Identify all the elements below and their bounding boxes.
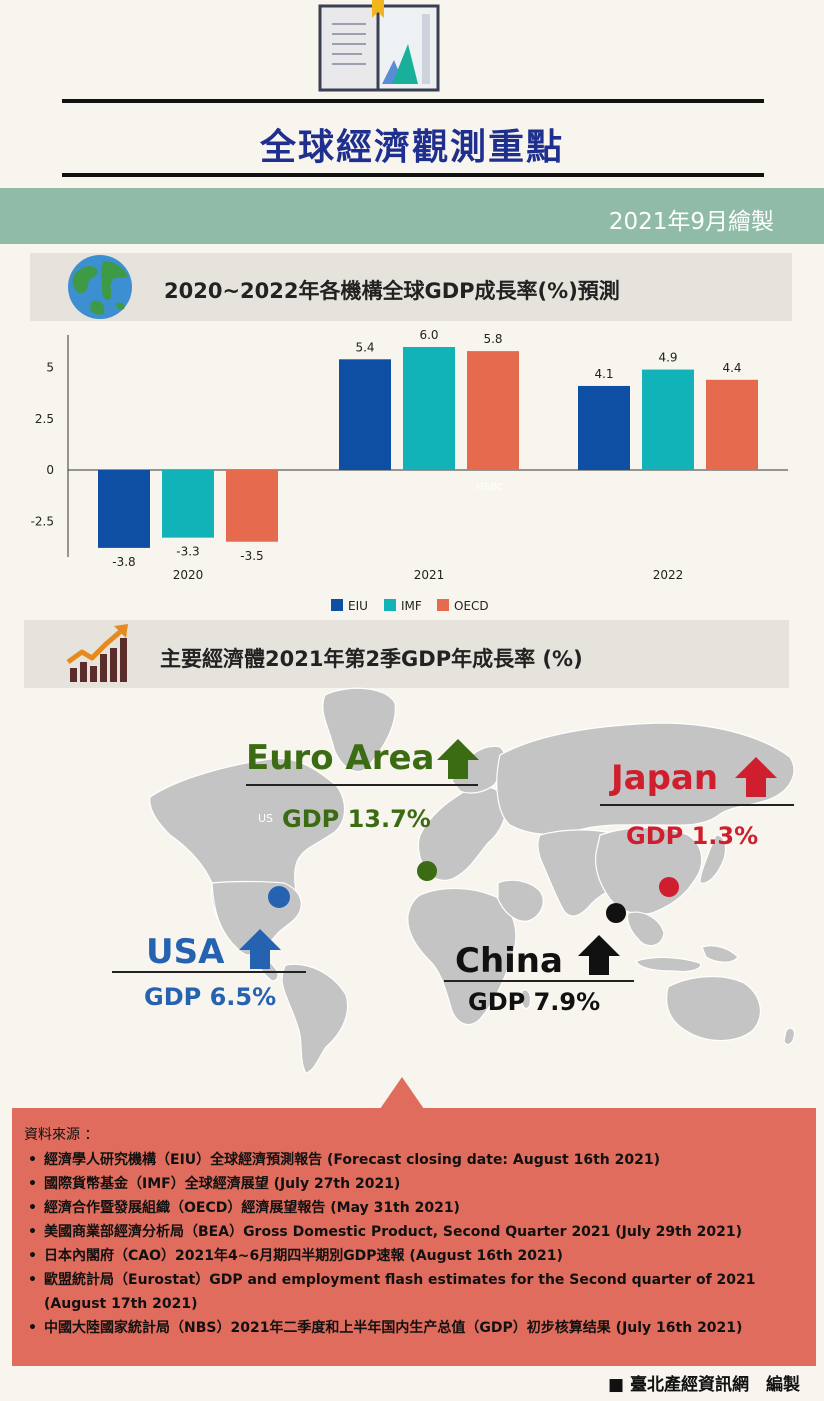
legend-swatch-imf (384, 599, 396, 611)
callout-pointer (380, 1077, 424, 1109)
usa-label: USA (146, 932, 225, 972)
data-label: 6.0 (419, 328, 438, 342)
up-arrow-icon (735, 757, 777, 797)
sources-heading: 資料來源 ： (24, 1127, 99, 1143)
usa-gdp: GDP 6.5% (144, 983, 277, 1011)
x-tick-label: 2021 (414, 568, 445, 582)
up-arrow-icon (239, 929, 281, 969)
date-label: 2021年9月繪製 (608, 209, 774, 235)
japan-dot (659, 877, 679, 897)
japan-underline (600, 804, 794, 806)
sources-list: 經濟學人研究機構（EIU）全球經濟預測報告 (Forecast closing … (26, 1148, 800, 1340)
globe-icon (68, 255, 132, 319)
japan-label: Japan (611, 758, 719, 798)
china-underline (444, 980, 634, 982)
up-arrow-icon (578, 935, 620, 975)
growth-chart-icon (66, 624, 128, 682)
bar-imf-2020 (162, 470, 214, 538)
chart-watermark: HSBC (476, 482, 504, 493)
source-item: 歐盟統計局（Eurostat）GDP and employment flash … (26, 1268, 800, 1316)
x-tick-label: 2020 (173, 568, 204, 582)
x-tick-label: 2022 (653, 568, 684, 582)
bar-oecd-2021 (467, 351, 519, 470)
notebook-icon (318, 0, 440, 92)
bar-eiu-2021 (339, 359, 391, 470)
source-item: 經濟學人研究機構（EIU）全球經濟預測報告 (Forecast closing … (26, 1148, 800, 1172)
legend-label: EIU (348, 599, 368, 613)
euro-area-underline (246, 784, 478, 786)
data-label: -3.5 (240, 549, 263, 563)
bar-eiu-2022 (578, 385, 630, 470)
section1-band (30, 253, 792, 321)
chart-section-title: 2020~2022年各機構全球GDP成長率(%)預測 (164, 279, 620, 303)
legend-swatch-oecd (437, 599, 449, 611)
china-dot (606, 903, 626, 923)
bar-imf-2022 (642, 369, 694, 470)
sources-box: 資料來源 ： 經濟學人研究機構（EIU）全球經濟預測報告 (Forecast c… (12, 1108, 816, 1366)
map-section-title: 主要經濟體2021年第2季GDP年成長率 (%) (160, 647, 583, 671)
title-rule-top (62, 99, 764, 103)
page-title: 全球經濟觀測重點 (259, 127, 564, 168)
bar-oecd-2022 (706, 379, 758, 470)
data-label: 4.4 (722, 361, 741, 375)
data-label: -3.3 (176, 545, 199, 559)
y-tick-label: 5 (46, 361, 54, 375)
euro-area-gdp: GDP 13.7% (282, 805, 431, 833)
source-item: 國際貨幣基金（IMF）全球經濟展望 (July 27th 2021) (26, 1172, 800, 1196)
china-label: China (455, 941, 563, 981)
source-item: 經濟合作暨發展組織（OECD）經濟展望報告 (May 31th 2021) (26, 1196, 800, 1220)
bar-eiu-2020 (98, 470, 150, 548)
source-item: 中國大陸國家統計局（NBS）2021年二季度和上半年国内生产总值（GDP）初步核… (26, 1316, 800, 1340)
section2-band (24, 620, 789, 688)
world-map (149, 687, 795, 1074)
date-band: 2021年9月繪製 (0, 188, 824, 244)
data-label: -3.8 (112, 555, 135, 569)
footer-credit: ■ 臺北產經資訊網 編製 (608, 1375, 800, 1395)
y-tick-label: 0 (46, 463, 54, 477)
euro-area-dot (417, 861, 437, 881)
data-label: 5.8 (483, 332, 502, 346)
data-label: 5.4 (355, 340, 374, 354)
data-label: 4.9 (658, 351, 677, 365)
bar-oecd-2020 (226, 470, 278, 542)
legend-label: IMF (401, 599, 422, 613)
data-label: 4.1 (594, 367, 613, 381)
up-arrow-icon (437, 739, 479, 779)
y-tick-label: -2.5 (31, 514, 54, 528)
title-rule-bottom (62, 173, 764, 177)
y-tick-label: 2.5 (35, 412, 54, 426)
legend-label: OECD (454, 599, 489, 613)
euro-area-label: Euro Area (246, 738, 435, 778)
source-item: 日本內閣府（CAO）2021年4~6月期四半期別GDP速報 (August 16… (26, 1244, 800, 1268)
usa-underline (112, 971, 306, 973)
china-gdp: GDP 7.9% (468, 988, 601, 1016)
bar-imf-2021 (403, 347, 455, 470)
map-watermark: US (258, 812, 274, 825)
japan-gdp: GDP 1.3% (626, 822, 759, 850)
gdp-forecast-chart: 5 2.5 0 -2.5 2020 -3.8 -3.3 -3.5 2021 5.4 6.0 5.8 20… (31, 328, 788, 613)
usa-dot (268, 886, 290, 908)
legend-swatch-eiu (331, 599, 343, 611)
source-item: 美國商業部經濟分析局（BEA）Gross Domestic Product, S… (26, 1220, 800, 1244)
